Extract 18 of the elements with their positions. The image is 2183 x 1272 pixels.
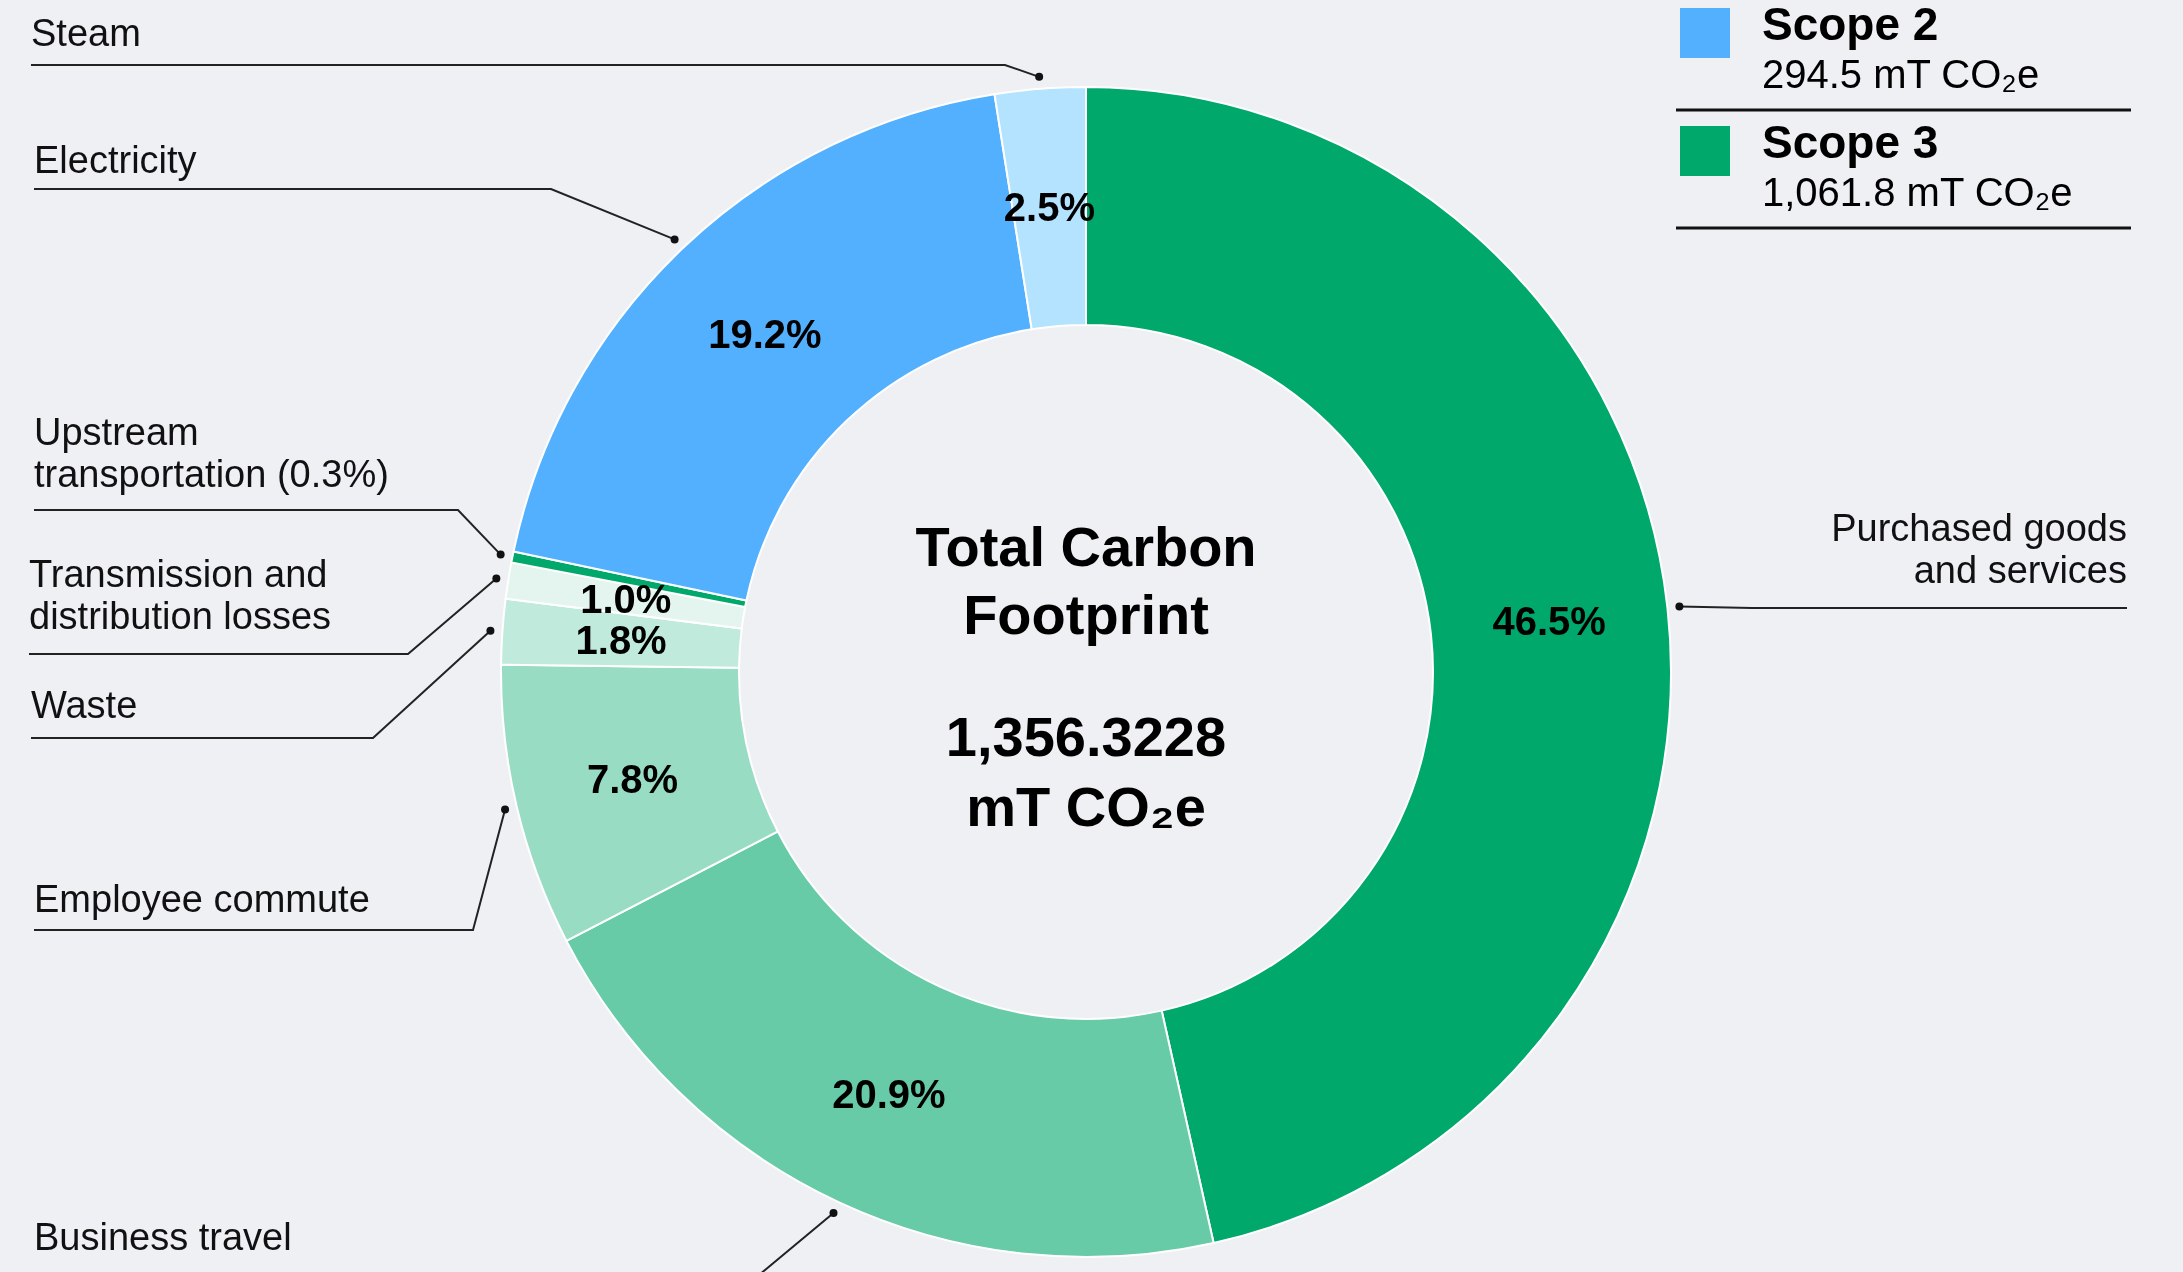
data-label: 20.9% — [832, 1072, 946, 1117]
slice-label: Electricity — [34, 139, 197, 181]
slice-label: Transmission and distribution losses — [29, 553, 332, 637]
text: Total Carbon Footprint — [915, 515, 1257, 646]
text: 294.5 mT CO₂e — [1762, 52, 2040, 96]
slice-label: Purchased goods and services — [1831, 507, 2127, 591]
slice-label: Business travel — [34, 1216, 292, 1258]
data-label: 7.8% — [586, 757, 679, 802]
text: 1,356.3228 mT CO₂e — [945, 705, 1227, 838]
text: Scope 2 — [1762, 0, 1939, 50]
slice-label: Steam — [31, 12, 141, 54]
slice-label: Employee commute — [34, 878, 370, 920]
slice-label: Upstream transportation (0.3%) — [34, 411, 389, 495]
slice-label: Waste — [31, 684, 138, 726]
data-label: 46.5% — [1492, 598, 1606, 643]
text: Scope 3 — [1762, 116, 1939, 168]
data-label: 19.2% — [708, 312, 822, 357]
text: 1,061.8 mT CO₂e — [1762, 170, 2073, 214]
